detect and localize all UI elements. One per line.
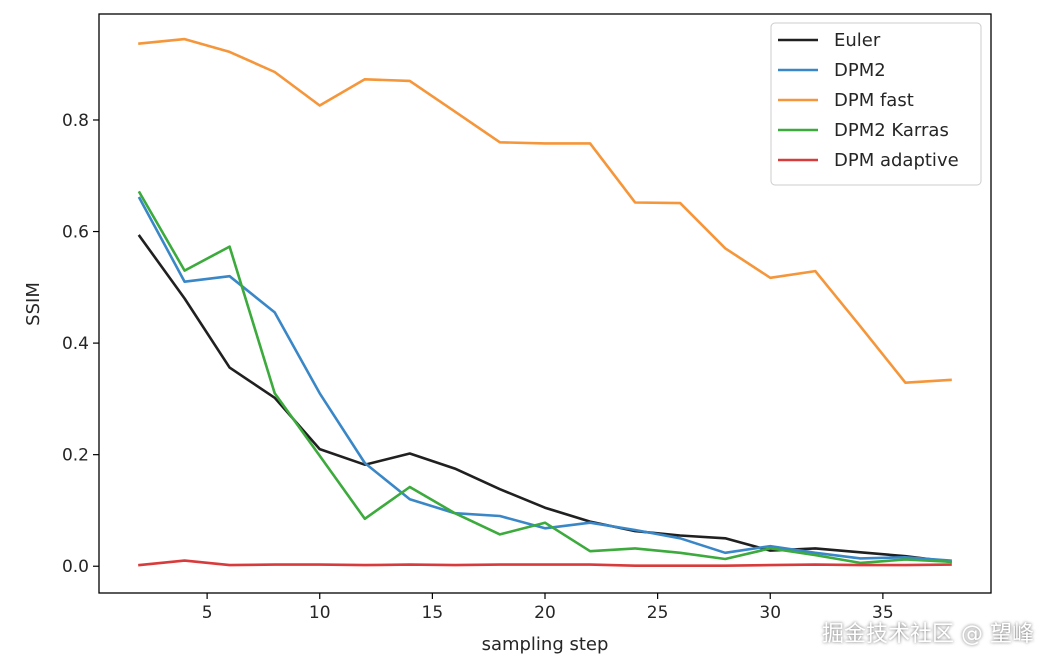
x-tick-label: 30: [759, 603, 781, 623]
legend-frame: [770, 22, 982, 186]
y-axis-title: SSIM: [23, 282, 44, 326]
x-axis-title: sampling step: [482, 634, 609, 655]
y-tick-label: 0.4: [62, 334, 89, 354]
legend-label-dpm-fast: DPM fast: [834, 90, 914, 111]
y-tick-label: 0.2: [62, 446, 89, 466]
y-tick-label: 0.0: [62, 557, 89, 577]
y-tick-label: 0.8: [62, 111, 89, 131]
x-tick-label: 20: [534, 603, 556, 623]
series-line-dpm2-karras: [137, 190, 952, 565]
x-tick-label: 15: [422, 603, 444, 623]
series-line-euler: [137, 234, 952, 564]
legend-label-dpm2: DPM2: [834, 60, 886, 81]
x-tick-label: 10: [309, 603, 331, 623]
series-line-dpm-fast: [138, 37, 952, 385]
legend-label-euler: Euler: [834, 30, 881, 51]
watermark: 掘金技术社区 @ 望峰: [822, 622, 1034, 647]
legend: Euler DPM2 DPM fast DPM2 Karras DPM adaptive: [770, 22, 982, 186]
x-axis: 5 10 15 20 25 30 35: [202, 593, 894, 623]
x-tick-label: 35: [872, 603, 894, 623]
series-line-dpm2: [137, 196, 952, 562]
series-line-dpm-adaptive: [138, 559, 952, 568]
y-axis: 0.0 0.2 0.4 0.6 0.8: [62, 111, 99, 577]
legend-label-dpm2-karras: DPM2 Karras: [834, 120, 949, 141]
x-tick-label: 25: [647, 603, 669, 623]
y-tick-label: 0.6: [62, 223, 89, 243]
legend-label-dpm-adaptive: DPM adaptive: [834, 150, 959, 171]
x-tick-label: 5: [202, 603, 213, 623]
series-lines: [137, 37, 952, 568]
